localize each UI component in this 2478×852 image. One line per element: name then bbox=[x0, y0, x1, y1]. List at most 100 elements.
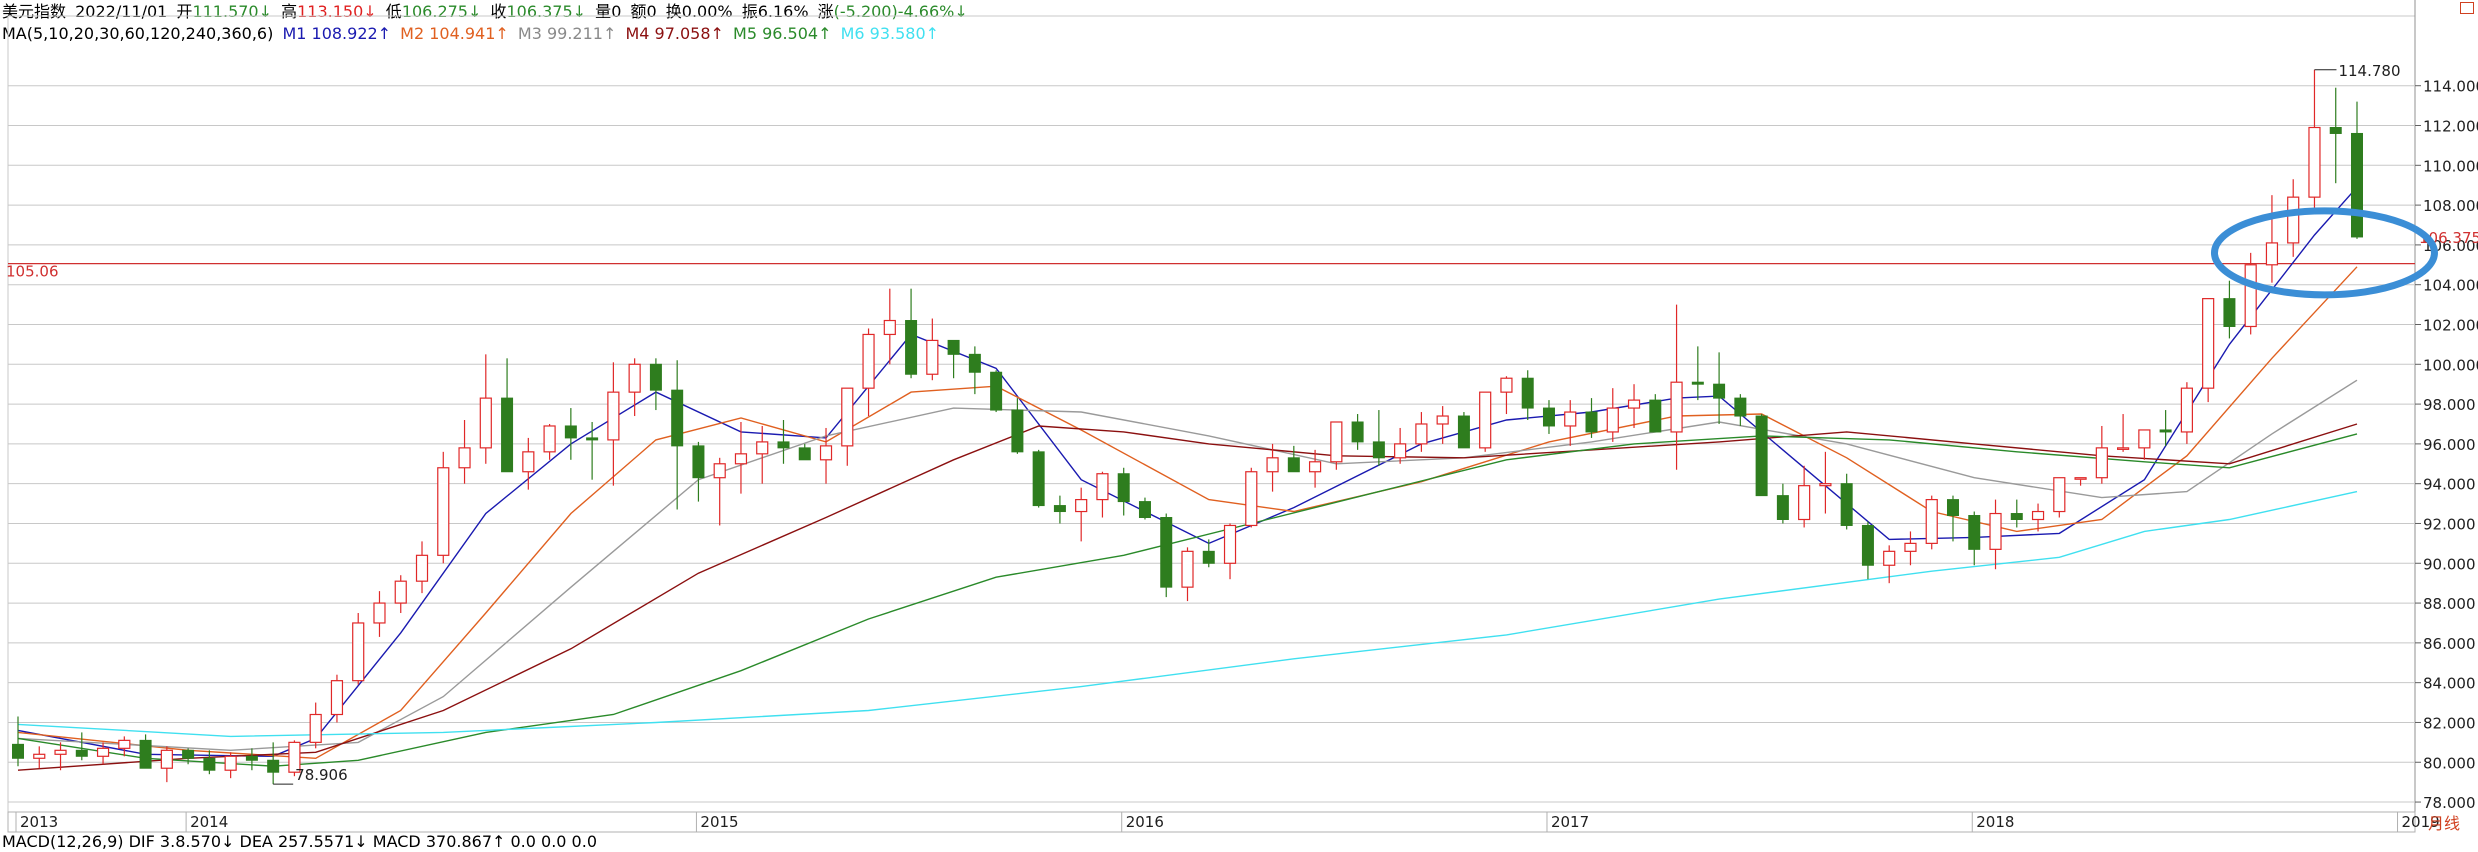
x-tick-label: 2019 bbox=[2402, 813, 2440, 831]
window-close-icon[interactable] bbox=[2460, 2, 2474, 14]
candle-body bbox=[203, 757, 216, 771]
candle-body bbox=[1883, 550, 1896, 566]
candle-body bbox=[1776, 495, 1789, 520]
candle-body bbox=[1691, 381, 1704, 385]
candle-body bbox=[2180, 387, 2193, 433]
candle-body bbox=[1840, 483, 1853, 526]
candle-body bbox=[54, 749, 67, 755]
candle-body bbox=[1308, 461, 1322, 473]
candle-body bbox=[2010, 513, 2023, 520]
candle-body bbox=[564, 425, 577, 439]
y-tick-label: 92.000 bbox=[2423, 515, 2476, 533]
candle-body bbox=[2244, 264, 2257, 328]
candle-body bbox=[692, 445, 705, 479]
candle-body bbox=[1670, 381, 1683, 433]
candle-body bbox=[267, 759, 280, 773]
candle-body bbox=[1564, 411, 1577, 427]
candle-body bbox=[1266, 457, 1279, 473]
candle-body bbox=[1989, 512, 2002, 550]
candle-body bbox=[1819, 483, 1832, 487]
highlight-circle bbox=[2210, 207, 2438, 299]
max-annotation: 114.780 bbox=[2338, 62, 2400, 80]
ma-legend-m5: M5 96.504↑ bbox=[733, 24, 832, 43]
y-tick-label: 98.000 bbox=[2423, 396, 2476, 414]
candle-body bbox=[926, 339, 939, 375]
candle-body bbox=[649, 363, 662, 391]
candle-body bbox=[415, 554, 429, 582]
candle-body bbox=[2095, 447, 2108, 479]
candle-body bbox=[501, 397, 514, 473]
ma-legend-m1: M1 108.922↑ bbox=[282, 24, 392, 43]
candle-body bbox=[1138, 501, 1151, 519]
candle-body bbox=[479, 397, 492, 449]
candle-body bbox=[1542, 407, 1555, 427]
candle-body bbox=[713, 463, 726, 479]
y-tick-label: 82.000 bbox=[2423, 714, 2476, 732]
x-tick-label: 2014 bbox=[190, 813, 228, 831]
x-tick-label: 2018 bbox=[1976, 813, 2014, 831]
ma-line-m4 bbox=[17, 423, 2358, 771]
candle-body bbox=[1713, 383, 1726, 399]
ma-legend-m4: M4 97.058↑ bbox=[625, 24, 724, 43]
candle-body bbox=[1798, 485, 1811, 521]
ma-params: MA(5,10,20,30,60,120,240,360,6) bbox=[2, 24, 274, 43]
candle-body bbox=[1734, 397, 1747, 417]
reference-line-label: 105.06 bbox=[6, 263, 59, 281]
candle-body bbox=[1053, 505, 1066, 513]
candle-body bbox=[1500, 377, 1513, 393]
y-tick-label: 102.000 bbox=[2423, 316, 2478, 334]
candle-body bbox=[1372, 441, 1385, 459]
candle-body bbox=[2053, 477, 2066, 513]
candle-body bbox=[1032, 451, 1045, 507]
candle-body bbox=[458, 447, 471, 469]
candle-body bbox=[607, 391, 620, 441]
candle-body bbox=[2202, 298, 2215, 389]
candle-body bbox=[330, 680, 344, 716]
y-tick-label: 80.000 bbox=[2423, 754, 2476, 772]
y-tick-label: 88.000 bbox=[2423, 595, 2476, 613]
y-tick-label: 84.000 bbox=[2423, 675, 2476, 693]
timeframe-label[interactable]: 月线 bbox=[2427, 814, 2460, 833]
candle-body bbox=[12, 743, 24, 759]
candle-body bbox=[883, 319, 896, 336]
x-tick-label: 2016 bbox=[1126, 813, 1164, 831]
plot-frame bbox=[7, 15, 2416, 813]
candle-body bbox=[586, 437, 599, 441]
candle-body bbox=[1287, 457, 1300, 473]
candle-body bbox=[2308, 126, 2321, 198]
candle-body bbox=[1415, 423, 1428, 445]
candle-body bbox=[522, 451, 535, 473]
candle-body bbox=[2074, 477, 2087, 480]
candle-body bbox=[1585, 411, 1598, 433]
candle-body bbox=[1457, 415, 1470, 449]
candle-body bbox=[1755, 415, 1768, 497]
ma-line-m2 bbox=[17, 266, 2358, 760]
candle-body bbox=[1351, 421, 1364, 443]
x-tick-label: 2017 bbox=[1551, 813, 1589, 831]
ma-line-m5 bbox=[17, 433, 2358, 767]
candle-body bbox=[182, 749, 195, 759]
candle-body bbox=[75, 749, 88, 757]
ma-legend-m6: M6 93.580↑ bbox=[840, 24, 940, 43]
candle-body bbox=[394, 580, 407, 604]
candle-body bbox=[1202, 550, 1215, 564]
candle-body bbox=[352, 622, 365, 682]
y-tick-label: 90.000 bbox=[2423, 555, 2476, 573]
x-tick-label: 2013 bbox=[20, 813, 58, 831]
candle-body bbox=[1649, 399, 1662, 433]
candle-body bbox=[1096, 473, 1109, 501]
candle-body bbox=[1861, 524, 1874, 566]
candle-body bbox=[1946, 499, 1959, 517]
y-tick-label: 86.000 bbox=[2423, 635, 2476, 653]
candle-body bbox=[1521, 377, 1534, 409]
y-tick-label: 104.000 bbox=[2423, 277, 2478, 295]
amount-value: 0 bbox=[646, 2, 657, 21]
candle-body bbox=[1627, 399, 1641, 409]
min-annotation: 78.906 bbox=[295, 766, 348, 784]
candle-body bbox=[798, 447, 811, 461]
candle-body bbox=[756, 441, 769, 455]
candle-body bbox=[1075, 498, 1088, 513]
candle-body bbox=[1223, 524, 1237, 564]
